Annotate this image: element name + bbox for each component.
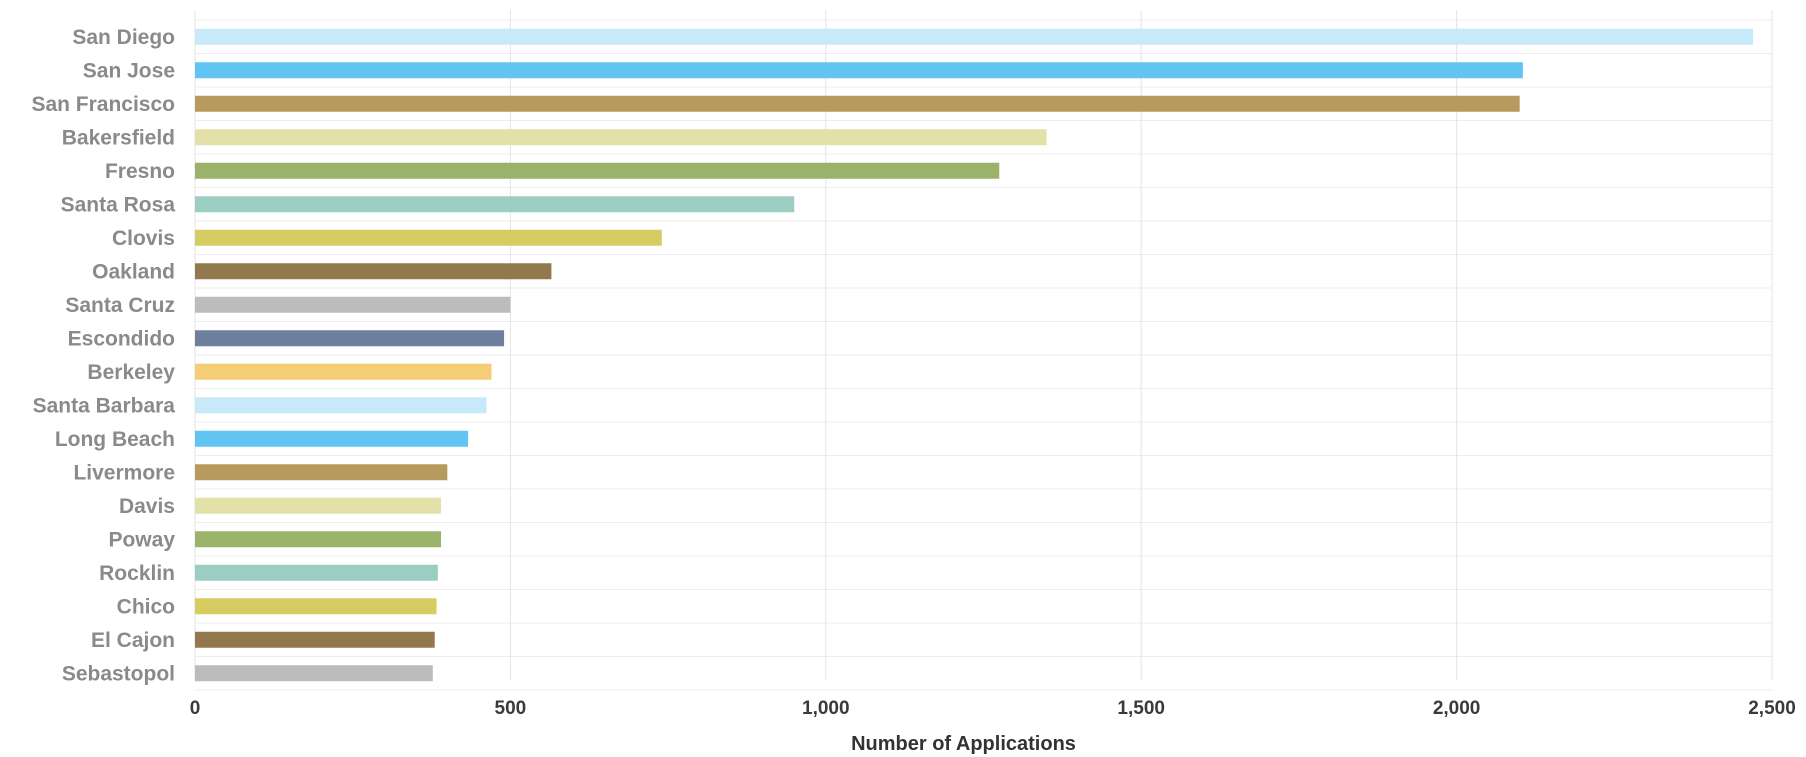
category-label: San Francisco [31, 93, 175, 116]
category-label: Rocklin [99, 562, 175, 585]
x-tick-label: 2,500 [1748, 698, 1796, 719]
category-label: Oakland [92, 260, 175, 283]
bar [195, 62, 1523, 79]
category-label: Sebastopol [62, 662, 175, 685]
category-label: Long Beach [55, 428, 175, 451]
x-tick-label: 500 [495, 698, 527, 719]
bar [195, 564, 438, 581]
category-label: Chico [117, 595, 175, 618]
category-label: Berkeley [87, 361, 175, 384]
bars [195, 28, 1754, 682]
bar [195, 95, 1520, 112]
x-tick-label: 2,000 [1433, 698, 1481, 719]
category-label: Clovis [112, 227, 175, 250]
bar [195, 263, 552, 280]
bar [195, 464, 448, 481]
category-label: Santa Cruz [65, 294, 175, 317]
bar [195, 28, 1754, 45]
bar [195, 598, 437, 615]
bar [195, 631, 435, 648]
bar [195, 162, 1000, 179]
bar [195, 129, 1047, 146]
bar [195, 397, 487, 414]
bar [195, 363, 492, 380]
bar [195, 196, 795, 213]
category-label: Bakersfield [62, 126, 175, 149]
category-labels: San Diego San Jose San Francisco Bakersfiel… [31, 26, 175, 686]
bar [195, 430, 469, 447]
grid-lines [194, 10, 1773, 691]
bar [195, 296, 511, 313]
category-label: San Jose [83, 59, 175, 82]
bar [195, 531, 442, 548]
x-tick-label: 0 [190, 698, 201, 719]
x-tick-label: 1,000 [802, 698, 850, 719]
category-label: San Diego [72, 26, 175, 49]
category-label: Poway [108, 528, 175, 551]
bar [195, 330, 505, 347]
category-label: El Cajon [91, 629, 175, 652]
x-axis-title: Number of Applications [851, 733, 1076, 755]
category-label: Davis [119, 495, 175, 518]
bar [195, 497, 442, 514]
category-label: Livermore [73, 461, 175, 484]
bar [195, 665, 433, 682]
bar [195, 229, 662, 246]
x-tick-labels: 0 500 1,000 1,500 2,000 2,500 [190, 698, 1796, 719]
category-label: Escondido [68, 327, 175, 350]
category-label: Santa Rosa [61, 193, 176, 216]
category-label: Fresno [105, 160, 175, 183]
x-tick-label: 1,500 [1117, 698, 1165, 719]
category-label: Santa Barbara [33, 394, 176, 417]
